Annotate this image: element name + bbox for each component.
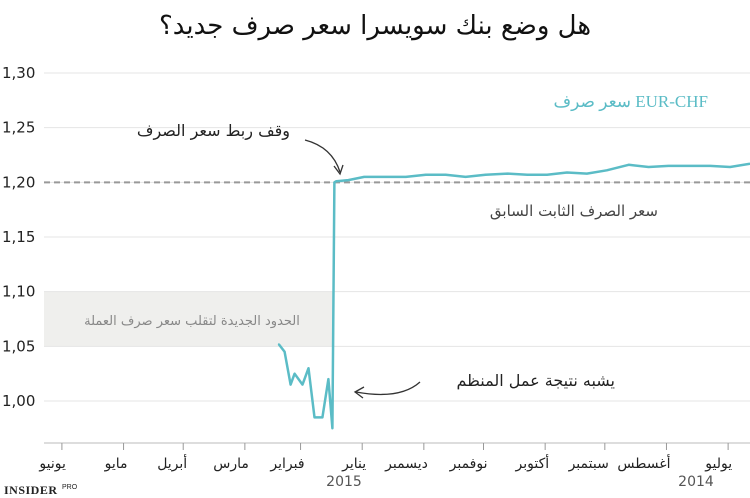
- annotation-peg-removed: وقف ربط سعر الصرف: [137, 121, 290, 141]
- band-label: الحدود الجديدة لتقلب سعر صرف العملة: [84, 314, 300, 329]
- annotation-regulator: يشبه نتيجة عمل المنظم: [457, 371, 616, 390]
- series-point: [444, 173, 447, 176]
- peg-label: سعر الصرف الثابت السابق: [490, 202, 658, 220]
- year-label-2015: 2015: [326, 474, 362, 490]
- annotation-arrow-peg: [304, 139, 341, 173]
- annotation-arrowhead-peg: [333, 164, 344, 176]
- chart-title: هل وضع بنك سويسرا سعر صرف جديد؟: [159, 11, 591, 41]
- series-label: سعر صرف EUR-CHF: [554, 92, 709, 112]
- x-tick-label: فبراير: [269, 456, 304, 472]
- source-brand: INSIDER: [4, 483, 58, 497]
- series-point: [307, 367, 310, 370]
- x-axis-ticks: يونيو مايو أبريل مارس فبراير يناير ديسمبر نوفمب…: [38, 443, 732, 472]
- tolerance-band: [44, 291, 335, 347]
- year-label-2014: 2014: [678, 474, 714, 490]
- x-tick-label: سبتمبر: [568, 456, 609, 472]
- x-tick-label: يوليو: [704, 456, 732, 472]
- x-tick-label: أكتوبر: [515, 454, 550, 472]
- series-point: [335, 180, 338, 182]
- series-point: [405, 176, 407, 178]
- x-tick-label: نوفمبر: [449, 456, 488, 472]
- series-point: [327, 378, 330, 380]
- x-tick-label: يناير: [341, 456, 366, 472]
- y-tick-label: 1,05: [2, 337, 35, 355]
- x-tick-label: أبريل: [157, 454, 187, 472]
- x-tick-label: يونيو: [38, 456, 66, 472]
- x-tick-label: ديسمبر: [384, 456, 428, 472]
- y-tick-label: 1,15: [2, 228, 35, 246]
- series-point: [321, 416, 324, 419]
- series-point: [667, 165, 670, 167]
- y-tick-label: 1,25: [2, 119, 35, 137]
- series-point: [333, 181, 336, 184]
- series-point: [293, 372, 296, 375]
- series-point: [586, 172, 588, 175]
- series-point: [277, 343, 280, 345]
- y-tick-label: 1,10: [2, 283, 35, 301]
- series-point: [283, 351, 286, 353]
- series-point: [566, 171, 568, 174]
- annotation-arrow-regulator: [355, 381, 421, 396]
- x-tick-label: مايو: [104, 456, 128, 472]
- series-point: [484, 173, 487, 176]
- series-point: [289, 383, 292, 386]
- y-tick-label: 1,20: [2, 173, 35, 191]
- y-tick-label: 1,30: [2, 64, 35, 82]
- series-point: [301, 383, 304, 386]
- series-point: [689, 165, 692, 167]
- series-point: [606, 169, 608, 172]
- source-brand-suffix: PRO: [62, 484, 78, 491]
- x-tick-label: أغسطس: [617, 454, 670, 472]
- series-point: [425, 173, 427, 176]
- series-point: [546, 173, 548, 176]
- series-point: [385, 176, 387, 178]
- series-point: [506, 172, 509, 175]
- series-point: [526, 173, 529, 176]
- series-point: [331, 427, 334, 430]
- series-point: [347, 179, 350, 181]
- series-point: [313, 416, 316, 419]
- x-tick-label: مارس: [213, 456, 249, 472]
- series-point: [709, 165, 711, 167]
- series-point: [464, 176, 467, 178]
- series-point: [627, 164, 630, 166]
- y-tick-label: 1,00: [2, 392, 35, 410]
- series-point: [729, 166, 731, 168]
- y-axis-ticks: 1,30 1,25 1,20 1,15 1,10 1,05 1,00: [2, 64, 35, 410]
- series-point: [647, 166, 650, 168]
- annotation-arrowhead-regulator: [353, 386, 365, 399]
- series-point: [363, 176, 366, 178]
